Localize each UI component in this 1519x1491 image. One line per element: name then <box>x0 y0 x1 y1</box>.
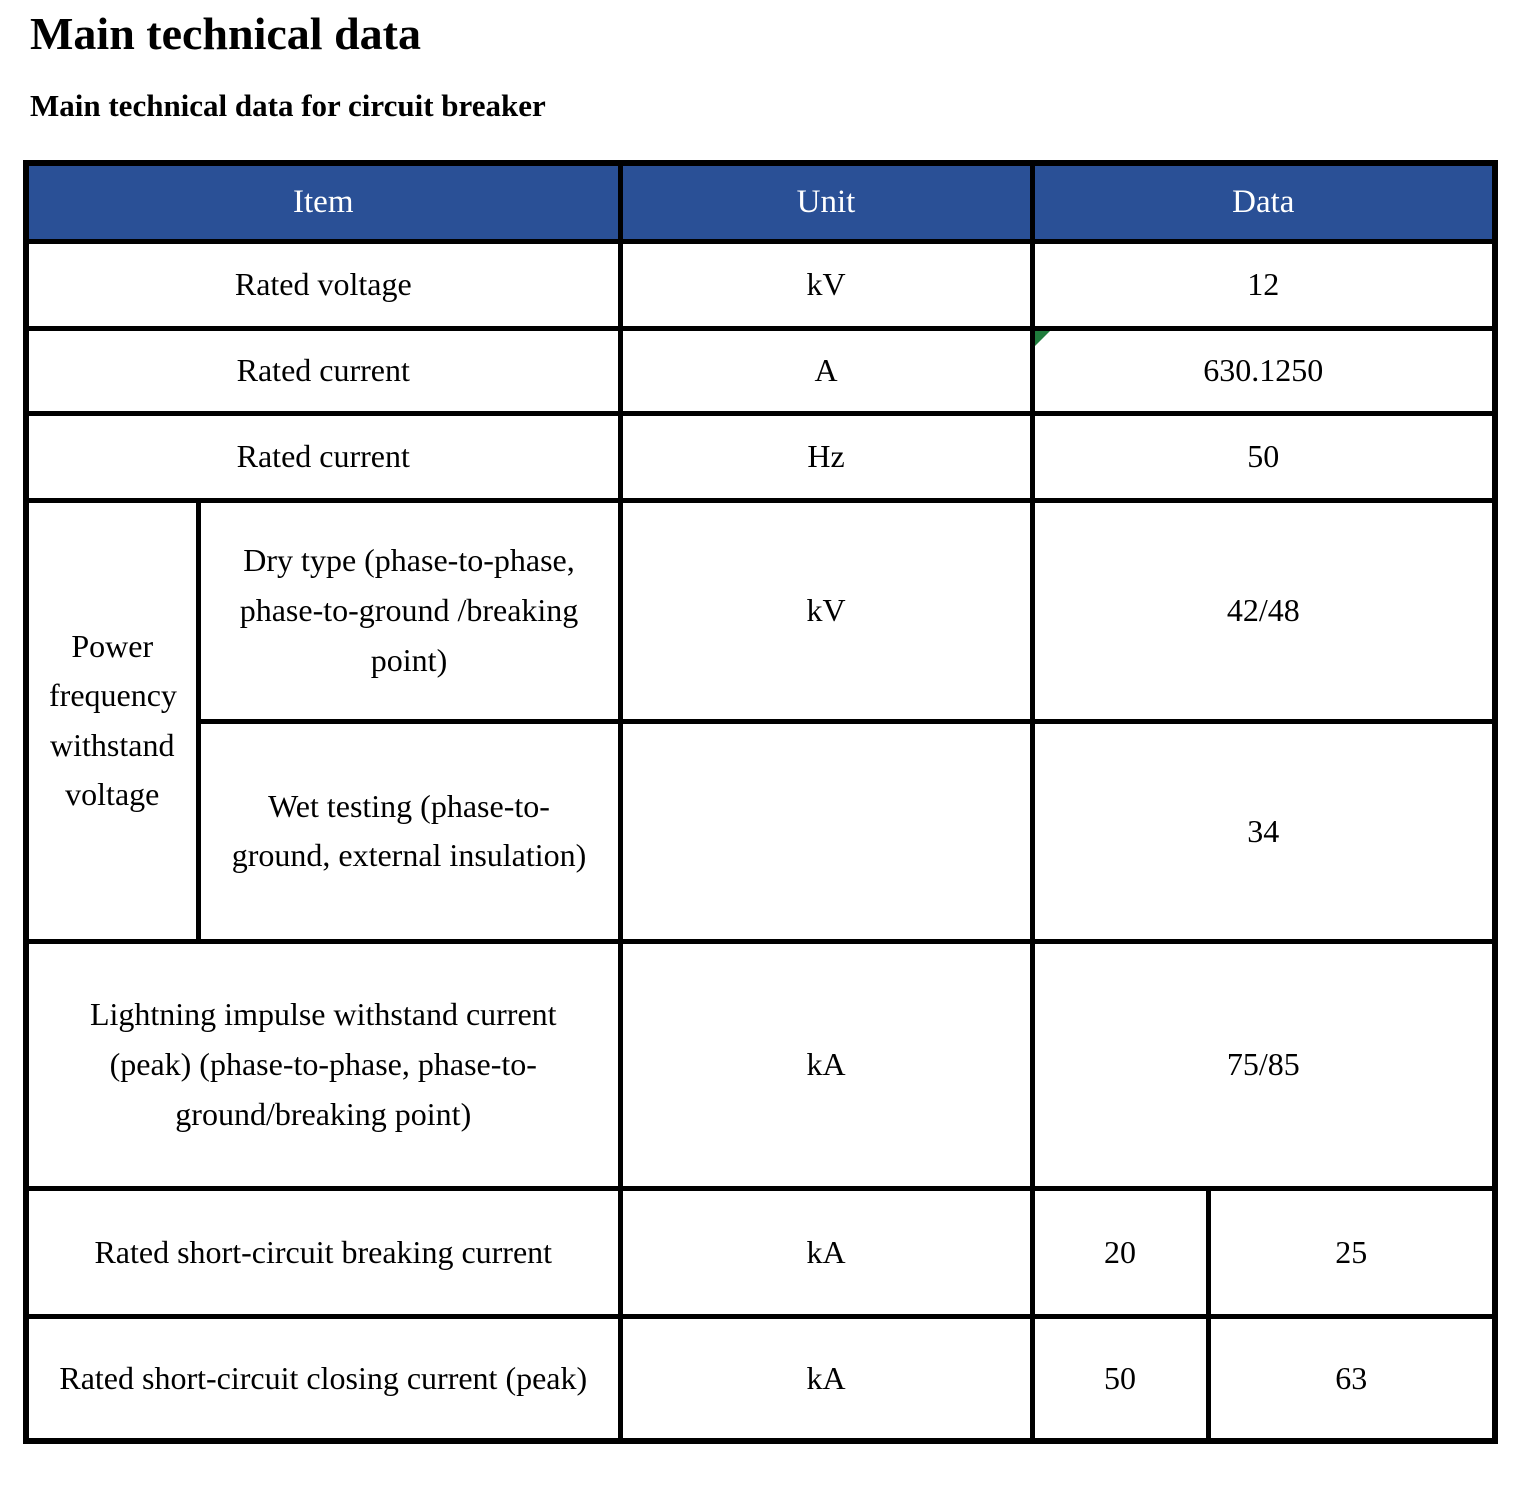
table-row: Rated current Hz 50 <box>23 410 1498 503</box>
error-flag-icon <box>1037 333 1050 346</box>
item-cell: Rated current <box>23 325 623 416</box>
page-subtitle: Main technical data for circuit breaker <box>30 88 546 124</box>
table-row: Lightning impulse withstand current (pea… <box>23 938 1498 1191</box>
item-cell: Dry type (phase-to-phase, phase-to-groun… <box>195 497 623 724</box>
data-cell: 12 <box>1029 238 1498 331</box>
unit-cell <box>617 718 1035 944</box>
data-value: 630.1250 <box>1203 352 1324 389</box>
unit-cell: kV <box>617 238 1035 331</box>
data-cell: 75/85 <box>1029 938 1498 1191</box>
tech-data-table: Item Unit Data Rated voltage kV 12 Rated… <box>23 160 1499 1445</box>
group-cell-power-frequency: Power frequency withstand voltage <box>23 497 201 944</box>
table-row: Rated short-circuit breaking current kA … <box>23 1185 1498 1319</box>
unit-cell: A <box>617 325 1035 416</box>
unit-cell: Hz <box>617 410 1035 503</box>
header-row: Item Unit Data <box>23 160 1498 244</box>
col-header-unit: Unit <box>617 160 1035 244</box>
item-cell: Wet testing (phase-to-ground, external i… <box>195 718 623 944</box>
item-cell: Rated current <box>23 410 623 503</box>
unit-cell: kA <box>617 938 1035 1191</box>
table-row: Rated voltage kV 12 <box>23 238 1498 331</box>
table-row: Rated short-circuit closing current (pea… <box>23 1313 1498 1444</box>
table-row: Power frequency withstand voltage Dry ty… <box>23 497 1498 944</box>
item-cell: Rated short-circuit breaking current <box>23 1185 623 1319</box>
data-cell-left: 50 <box>1029 1313 1211 1444</box>
data-cell: 50 <box>1029 410 1498 503</box>
item-cell: Rated short-circuit closing current (pea… <box>23 1313 623 1444</box>
page-title: Main technical data <box>30 8 421 59</box>
data-cell-right: 25 <box>1205 1185 1498 1319</box>
data-cell-left: 20 <box>1029 1185 1211 1319</box>
unit-cell: kA <box>617 1185 1035 1319</box>
item-cell: Rated voltage <box>23 238 623 331</box>
data-cell: 630.1250 <box>1029 325 1498 416</box>
col-header-item: Item <box>23 160 623 244</box>
table-row: Rated current A 630.1250 <box>23 325 1498 416</box>
data-cell-right: 63 <box>1205 1313 1498 1444</box>
data-cell: 34 <box>1029 718 1498 944</box>
data-cell: 42/48 <box>1029 497 1498 724</box>
col-header-data: Data <box>1029 160 1498 244</box>
table-row: Wet testing (phase-to-ground, external i… <box>26 718 1498 944</box>
unit-cell: kA <box>617 1313 1035 1444</box>
item-cell: Lightning impulse withstand current (pea… <box>23 938 623 1191</box>
unit-cell: kV <box>617 497 1035 724</box>
